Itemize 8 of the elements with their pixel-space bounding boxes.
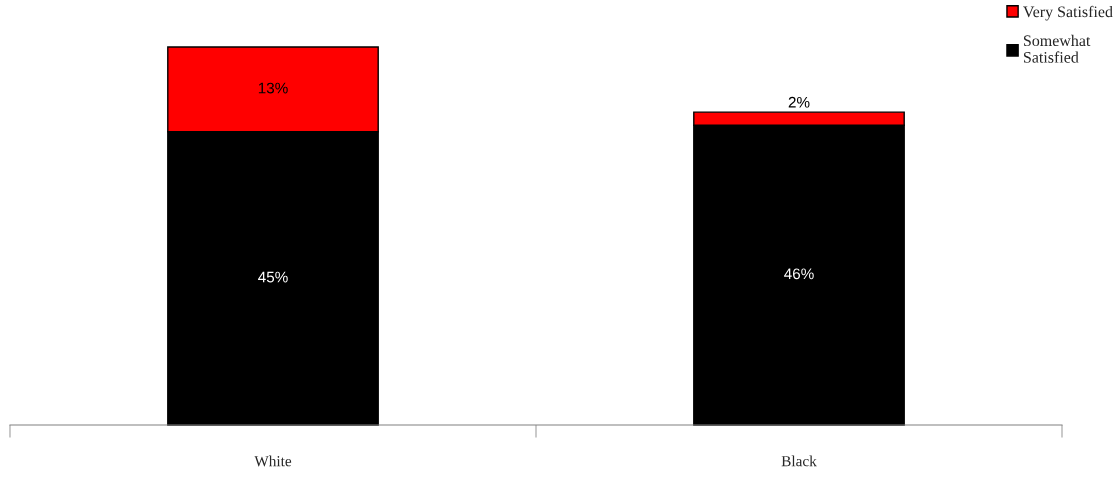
data-label: 13% [258, 82, 288, 94]
data-label: 45% [258, 271, 288, 283]
legend-label: Very Satisfied [1023, 5, 1113, 21]
data-label: 2% [788, 96, 810, 108]
data-label: 46% [784, 268, 814, 280]
x-tick-label: Black [781, 455, 817, 467]
legend-label: Somewhat Satisfied [1024, 34, 1091, 63]
x-tick-label: White [254, 455, 292, 467]
